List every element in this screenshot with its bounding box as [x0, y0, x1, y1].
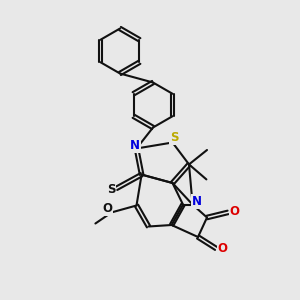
Text: S: S: [107, 183, 115, 196]
Text: O: O: [230, 205, 240, 218]
Text: S: S: [170, 130, 178, 144]
Text: O: O: [102, 202, 112, 215]
Text: N: N: [192, 195, 202, 208]
Text: N: N: [130, 139, 140, 152]
Text: O: O: [218, 242, 228, 256]
